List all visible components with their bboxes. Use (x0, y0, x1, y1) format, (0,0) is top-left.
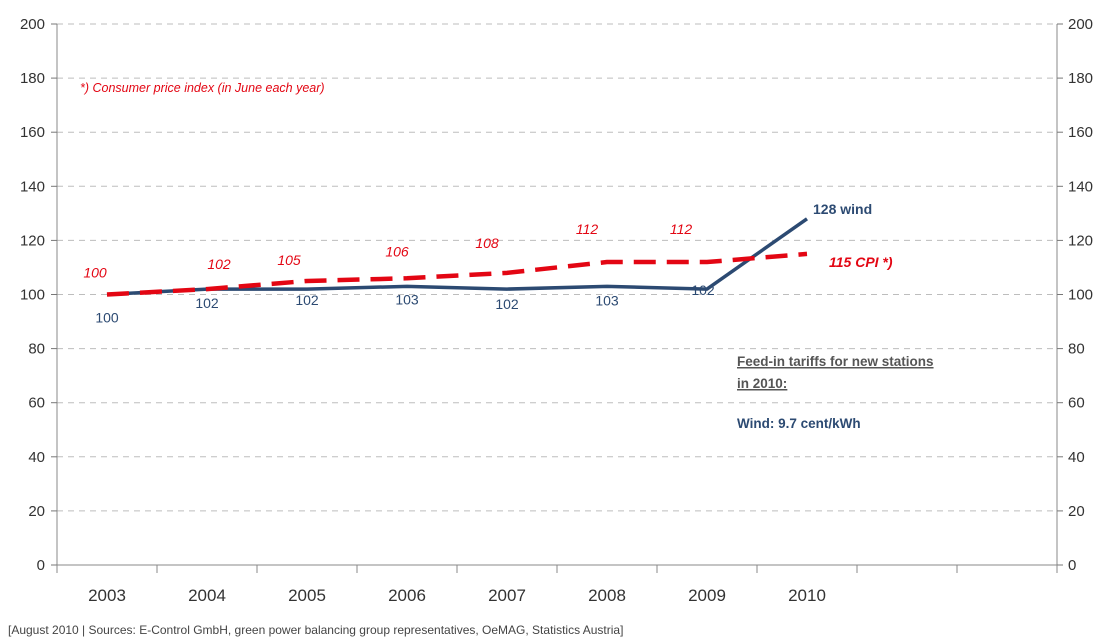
y-tick-label-left: 60 (28, 395, 45, 412)
cpi-data-label: 102 (207, 256, 231, 272)
y-tick-label-right: 100 (1068, 287, 1093, 304)
wind-data-label: 100 (95, 310, 119, 326)
x-tick-label: 2003 (88, 586, 126, 605)
y-tick-label-left: 200 (20, 16, 45, 33)
y-tick-label-left: 180 (20, 70, 45, 87)
wind-data-label: 103 (395, 291, 419, 307)
y-tick-label-left: 40 (28, 449, 45, 466)
y-tick-label-right: 120 (1068, 232, 1093, 249)
y-tick-label-left: 20 (28, 503, 45, 520)
x-tick-label: 2007 (488, 586, 526, 605)
y-axis-right-ticks: 0 20 40 60 80 100 120 140 160 180 200 (1057, 16, 1093, 574)
tariff-box-heading-line1: Feed-in tariffs for new stations (737, 354, 934, 369)
wind-data-label: 102 (195, 295, 219, 311)
source-note: [August 2010 | Sources: E-Control GmbH, … (8, 623, 623, 637)
tariff-box-heading-line2: in 2010: (737, 376, 787, 391)
x-tick-label: 2008 (588, 586, 626, 605)
y-tick-label-left: 0 (37, 557, 45, 574)
cpi-line (106, 251, 808, 297)
y-tick-label-right: 40 (1068, 449, 1085, 466)
x-tick-label: 2010 (788, 586, 826, 605)
y-tick-label-right: 80 (1068, 341, 1085, 358)
y-tick-label-right: 140 (1068, 178, 1093, 195)
y-tick-label-left: 80 (28, 341, 45, 358)
y-axis-left-ticks: 0 20 40 60 80 100 120 140 160 180 200 (20, 16, 57, 574)
y-tick-label-right: 0 (1068, 557, 1076, 574)
y-tick-label-right: 20 (1068, 503, 1085, 520)
wind-end-label: 128 wind (813, 201, 872, 217)
wind-data-label: 102 (295, 292, 319, 308)
x-tick-label: 2006 (388, 586, 426, 605)
y-tick-label-left: 160 (20, 124, 45, 141)
cpi-data-label: 105 (277, 252, 301, 268)
data-labels: 100 102 102 103 102 103 102 128 wind 100 102 105 10… (83, 201, 893, 326)
x-tick-label: 2005 (288, 586, 326, 605)
tariff-box-text: Wind: 9.7 cent/kWh (737, 416, 861, 431)
y-tick-label-right: 160 (1068, 124, 1093, 141)
wind-data-label: 102 (691, 282, 715, 298)
x-tick-label: 2004 (188, 586, 226, 605)
wind-data-label: 103 (595, 292, 619, 308)
x-axis-ticks: 2003 2004 2005 2006 2007 2008 2009 2010 (56, 565, 1058, 605)
cpi-end-label: 115 CPI *) (829, 254, 893, 270)
cpi-data-label: 100 (83, 265, 107, 281)
gridlines (57, 23, 1057, 512)
cpi-data-label: 112 (670, 221, 693, 237)
y-tick-label-right: 60 (1068, 395, 1085, 412)
series-lines (106, 217, 809, 297)
wind-data-label: 102 (495, 296, 519, 312)
cpi-data-label: 108 (475, 235, 499, 251)
y-tick-label-left: 120 (20, 232, 45, 249)
cpi-data-label: 106 (385, 243, 409, 259)
y-tick-label-right: 180 (1068, 70, 1093, 87)
cpi-data-label: 112 (576, 221, 599, 237)
y-tick-label-left: 140 (20, 178, 45, 195)
x-tick-label: 2009 (688, 586, 726, 605)
y-tick-label-left: 100 (20, 287, 45, 304)
y-tick-label-right: 200 (1068, 16, 1093, 33)
cpi-note: *) Consumer price index (in June each ye… (80, 81, 325, 95)
